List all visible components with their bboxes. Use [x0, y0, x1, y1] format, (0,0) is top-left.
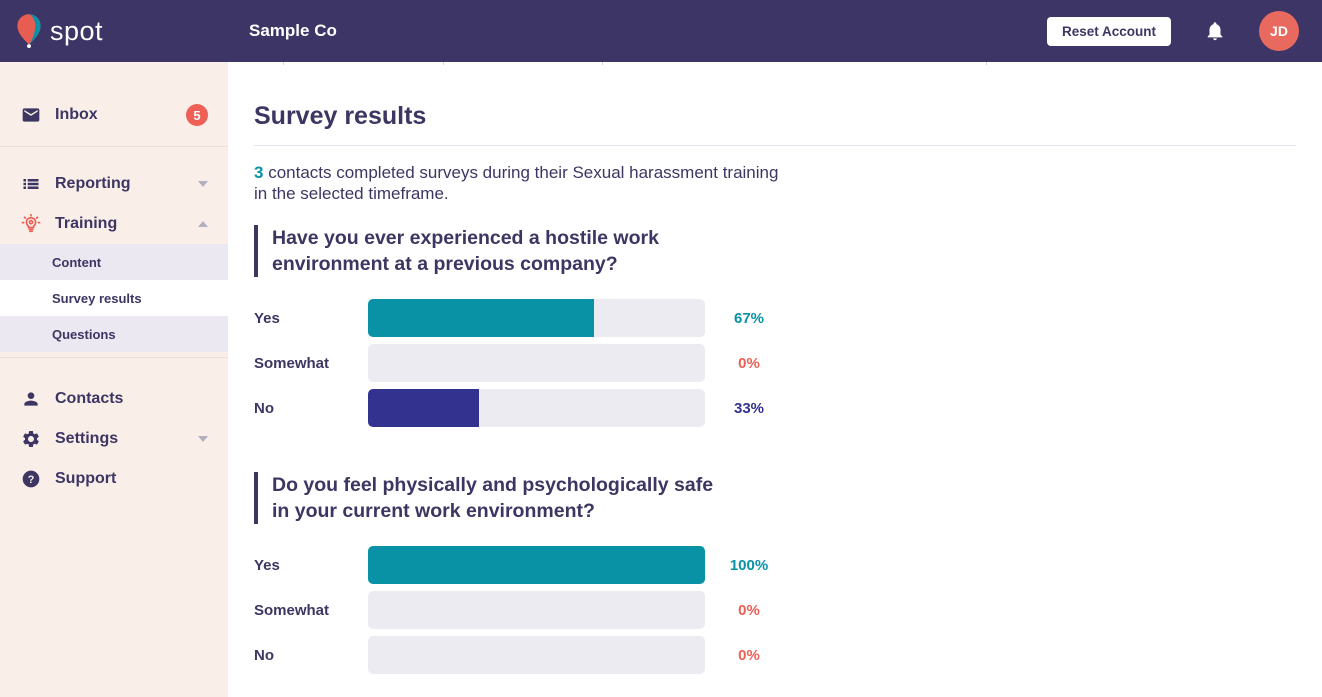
- submenu-item-content[interactable]: Content: [0, 244, 228, 280]
- sidebar-item-label: Settings: [55, 430, 119, 447]
- survey-bar-chart: Yes 67% Somewhat 0% No: [254, 299, 1296, 427]
- bar-row-no: No 0%: [254, 636, 1296, 674]
- bar-value-label: 67%: [733, 309, 765, 327]
- person-icon: [20, 389, 42, 409]
- bar-track: [368, 591, 705, 629]
- help-circle-icon: ?: [20, 469, 42, 489]
- bar-value-label: 33%: [733, 399, 765, 417]
- bar-row-yes: Yes 100%: [254, 546, 1296, 584]
- survey-question-block-2: Do you feel physically and psychological…: [254, 472, 1296, 674]
- training-submenu: Content Survey results Questions: [0, 244, 228, 352]
- header-actions: Reset Account JD: [1046, 0, 1299, 62]
- bar-fill: [368, 389, 480, 427]
- bar-row-yes: Yes 67%: [254, 299, 1296, 337]
- brand-name: spot: [50, 15, 104, 46]
- bar-category-label: Somewhat: [254, 354, 330, 372]
- chevron-down-icon: [198, 181, 208, 187]
- survey-question-title: Have you ever experienced a hostile work…: [254, 225, 724, 277]
- scroll-artifact-tick: [986, 62, 987, 65]
- bar-category-label: Yes: [254, 309, 280, 327]
- sidebar-item-support[interactable]: ? Support: [0, 461, 228, 497]
- bar-fill: [368, 546, 705, 584]
- main-content: Survey results 3 contacts completed surv…: [228, 62, 1322, 697]
- bar-track: [368, 389, 705, 427]
- page-title: Survey results: [254, 102, 427, 130]
- company-name: Sample Co: [249, 21, 337, 40]
- sidebar-item-settings[interactable]: Settings: [0, 421, 228, 457]
- survey-question-block-1: Have you ever experienced a hostile work…: [254, 225, 1296, 427]
- user-avatar[interactable]: JD: [1259, 11, 1299, 51]
- submenu-item-questions[interactable]: Questions: [0, 316, 228, 352]
- bar-category-label: No: [254, 646, 274, 664]
- reset-account-button[interactable]: Reset Account: [1046, 16, 1171, 46]
- gear-icon: [20, 429, 42, 449]
- completed-count: 3: [254, 163, 264, 182]
- sidebar-divider: [0, 357, 228, 358]
- sidebar-item-training[interactable]: Training: [0, 206, 228, 242]
- top-bar: spot Sample Co Reset Account JD: [0, 0, 1322, 62]
- bar-value-label: 0%: [738, 354, 760, 372]
- scroll-artifact-tick: [283, 62, 284, 65]
- sidebar-item-label: Inbox: [55, 106, 98, 123]
- sidebar-item-label: Support: [55, 470, 117, 487]
- inbox-unread-badge: 5: [186, 104, 208, 126]
- sidebar-item-label: Contacts: [55, 390, 124, 407]
- bar-row-somewhat: Somewhat 0%: [254, 344, 1296, 382]
- bar-value-label: 100%: [729, 556, 769, 574]
- sidebar: Inbox 5 Reporting Training: [0, 62, 228, 697]
- bar-track: [368, 636, 705, 674]
- bar-row-somewhat: Somewhat 0%: [254, 591, 1296, 629]
- bar-category-label: Yes: [254, 556, 280, 574]
- sidebar-item-label: Training: [55, 215, 118, 232]
- sidebar-item-label: Reporting: [55, 175, 131, 192]
- bar-track: [368, 299, 705, 337]
- list-icon: [20, 174, 42, 194]
- bar-fill: [368, 299, 594, 337]
- bar-category-label: Somewhat: [254, 601, 330, 619]
- notifications-bell-icon[interactable]: [1204, 19, 1226, 43]
- submenu-item-survey-results[interactable]: Survey results: [0, 280, 228, 316]
- sidebar-item-inbox[interactable]: Inbox 5: [0, 97, 228, 133]
- scroll-artifact-tick: [602, 62, 603, 65]
- bar-track: [368, 546, 705, 584]
- spot-logo[interactable]: spot: [16, 0, 103, 62]
- sidebar-item-reporting[interactable]: Reporting: [0, 166, 228, 202]
- submenu-item-label: Survey results: [52, 290, 142, 306]
- survey-bar-chart: Yes 100% Somewhat 0% No: [254, 546, 1296, 674]
- bar-track: [368, 344, 705, 382]
- bar-value-label: 0%: [738, 646, 760, 664]
- balloon-logo-icon: [16, 13, 42, 49]
- bar-row-no: No 33%: [254, 389, 1296, 427]
- svg-text:?: ?: [28, 474, 35, 486]
- submenu-item-label: Content: [52, 254, 102, 270]
- lightbulb-icon: [20, 213, 42, 235]
- intro-text: 3 contacts completed surveys during thei…: [254, 162, 779, 204]
- title-divider: [254, 145, 1296, 146]
- sidebar-item-contacts[interactable]: Contacts: [0, 381, 228, 417]
- bar-value-label: 0%: [738, 601, 760, 619]
- chevron-down-icon: [198, 436, 208, 442]
- sidebar-divider: [0, 146, 228, 147]
- bar-category-label: No: [254, 399, 274, 417]
- chevron-up-icon: [198, 221, 208, 227]
- mail-icon: [20, 105, 42, 125]
- intro-text-body: contacts completed surveys during their …: [254, 163, 779, 203]
- submenu-item-label: Questions: [52, 326, 116, 342]
- survey-question-title: Do you feel physically and psychological…: [254, 472, 724, 524]
- scroll-artifact-tick: [443, 62, 444, 65]
